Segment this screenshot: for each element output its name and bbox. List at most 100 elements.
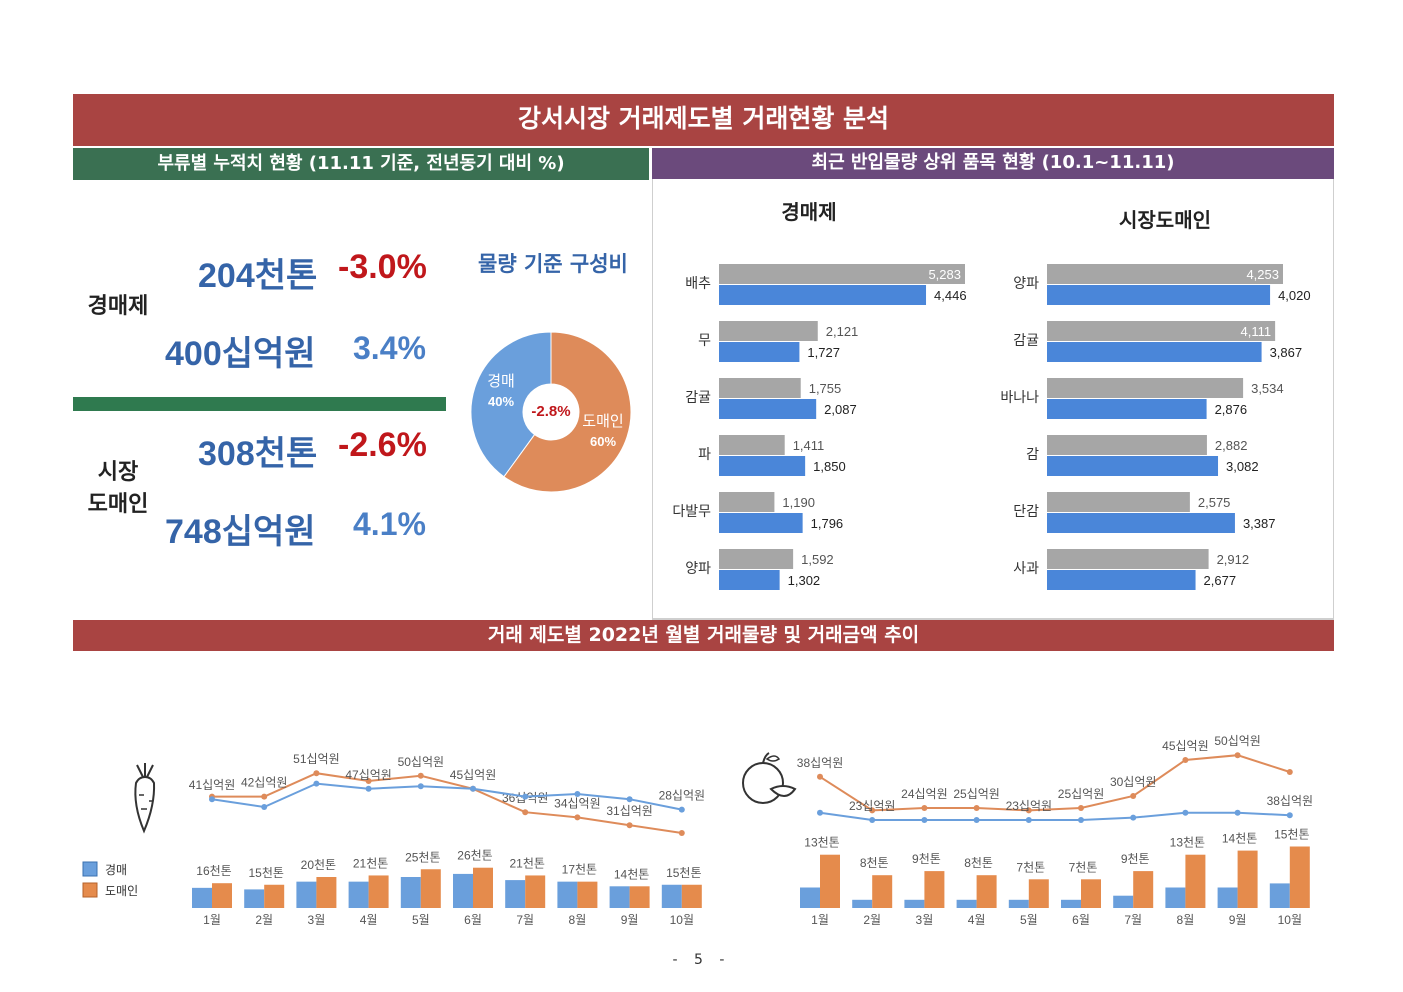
line-point-label: 24십억원 xyxy=(901,787,947,801)
month-tick-label: 9월 xyxy=(621,913,639,927)
monthly-bar-auction xyxy=(1113,895,1134,908)
monthly-bar-wholesale xyxy=(1237,850,1258,908)
donut-slice-auction-name: 경매 xyxy=(487,373,515,390)
monthly-bar-wholesale xyxy=(525,875,546,908)
line-point-label: 47십억원 xyxy=(345,768,391,782)
category-label: 양파 xyxy=(1013,275,1039,291)
bar-current-label: 1,302 xyxy=(788,573,821,588)
bar-current xyxy=(1047,456,1219,476)
monthly-bar-label: 15천톤 xyxy=(1274,827,1309,842)
summary-panel: 경매제 204천톤 -3.0% 400십억원 3.4% 시장 도매인 308천톤… xyxy=(73,180,649,620)
line-point xyxy=(261,793,268,800)
bar-current xyxy=(719,342,800,362)
legend-label-auction: 경매 xyxy=(105,863,127,877)
category-label: 양파 xyxy=(685,560,711,576)
line-point xyxy=(626,796,633,803)
bar-current-label: 3,387 xyxy=(1243,516,1276,531)
line-point-label: 23십억원 xyxy=(849,799,895,813)
monthly-bar-wholesale xyxy=(872,875,893,908)
line-point-label: 50십억원 xyxy=(1214,734,1260,748)
section-divider xyxy=(73,397,446,411)
monthly-line-auction xyxy=(211,782,682,811)
monthly-bar-label: 15천톤 xyxy=(248,865,283,880)
monthly-bar-label: 21천톤 xyxy=(353,855,388,870)
line-point xyxy=(1286,769,1293,775)
line-point-label: 25십억원 xyxy=(953,787,999,801)
monthly-bar-auction xyxy=(800,887,820,908)
bar-current xyxy=(719,570,780,590)
monthly-bar-label: 14천톤 xyxy=(1222,831,1257,846)
bar-prev-label: 1,190 xyxy=(782,495,815,510)
monthly-bar-label: 8천톤 xyxy=(860,855,889,870)
category-label: 사과 xyxy=(1013,560,1039,576)
month-tick-label: 10월 xyxy=(1278,913,1302,927)
line-point xyxy=(869,807,876,814)
bar-prev xyxy=(719,492,775,512)
bar-prev-label: 2,121 xyxy=(826,324,859,339)
bar-prev-label: 2,575 xyxy=(1198,495,1231,510)
month-tick-label: 4월 xyxy=(360,913,378,927)
donut-slice xyxy=(503,331,632,493)
line-point xyxy=(921,817,928,823)
bar-current xyxy=(1047,513,1235,533)
monthly-bar-wholesale xyxy=(1289,846,1310,908)
monthly-bar-auction xyxy=(1061,899,1081,908)
monthly-bar-auction xyxy=(1217,887,1238,908)
monthly-trend-charts: 경매 도매인 16천톤 1월 15천톤 2월 20천톤 3월 21천톤 4월 25천톤 5월 26천… xyxy=(82,734,1313,927)
month-tick-label: 1월 xyxy=(203,913,221,927)
line-point xyxy=(1286,812,1293,819)
monthly-bar-wholesale xyxy=(1081,879,1101,908)
bar-current xyxy=(1047,399,1207,419)
bar-prev-label: 4,253 xyxy=(1246,267,1279,282)
line-point xyxy=(869,817,876,823)
monthly-bar-auction xyxy=(1008,899,1029,908)
month-tick-label: 2월 xyxy=(863,913,881,927)
bar-prev-label: 1,411 xyxy=(793,438,825,453)
month-tick-label: 8월 xyxy=(569,913,587,927)
carrot-icon xyxy=(134,763,156,834)
line-point xyxy=(1130,814,1137,821)
line-point xyxy=(574,814,581,821)
monthly-bar-wholesale xyxy=(1185,854,1206,908)
monthly-bar-auction xyxy=(904,899,925,908)
page-title: 강서시장 거래제도별 거래현황 분석 xyxy=(73,94,1334,146)
bar-prev xyxy=(1047,435,1207,455)
line-point xyxy=(417,783,424,790)
monthly-line-wholesale xyxy=(212,772,682,834)
monthly-bar-wholesale xyxy=(681,884,702,908)
month-tick-label: 8월 xyxy=(1177,913,1195,927)
month-tick-label: 1월 xyxy=(811,913,829,927)
bar-prev-label: 4,111 xyxy=(1241,324,1272,339)
bar-current-label: 4,020 xyxy=(1278,288,1311,303)
bar-current xyxy=(1047,285,1271,305)
bar-prev xyxy=(719,378,801,398)
monthly-bar-wholesale xyxy=(629,886,650,908)
line-point xyxy=(522,809,529,816)
bar-prev xyxy=(1047,549,1209,569)
month-tick-label: 10월 xyxy=(670,913,694,927)
line-point-label: 34십억원 xyxy=(554,796,600,810)
monthly-bar-auction xyxy=(400,877,421,908)
donut-slice xyxy=(470,331,552,478)
monthly-bar-label: 26천톤 xyxy=(457,848,492,863)
category-label: 감귤 xyxy=(1013,332,1039,348)
wholesale-chart-title: 시장도매인 xyxy=(1119,209,1211,232)
summary-header: 부류별 누적치 현황 (11.11 기준, 전년동기 대비 %) xyxy=(73,148,649,180)
bar-prev-label: 2,912 xyxy=(1217,552,1250,567)
category-label: 단감 xyxy=(1013,503,1039,519)
legend-label-wholesale: 도매인 xyxy=(105,884,138,898)
bar-current-label: 3,082 xyxy=(1226,459,1259,474)
line-point xyxy=(921,805,928,811)
bar-current-label: 1,850 xyxy=(813,459,846,474)
line-point-label: 38십억원 xyxy=(1267,794,1313,808)
legend-swatch-auction xyxy=(82,861,98,877)
monthly-bar-label: 25천톤 xyxy=(405,849,440,864)
line-point xyxy=(313,770,320,777)
line-point xyxy=(1025,807,1032,814)
bar-current xyxy=(1047,570,1196,590)
top-items-panel: 경매제 시장도매인 배추 5,283 4,446 무 2,121 1,727 감귤 1,755… xyxy=(652,179,1334,620)
category-label: 바나나 xyxy=(1000,389,1039,405)
auction-amount-change: 3.4% xyxy=(353,330,426,366)
donut-slice-wholesale-pct: 60% xyxy=(590,434,616,449)
monthly-bar-wholesale xyxy=(924,871,945,908)
